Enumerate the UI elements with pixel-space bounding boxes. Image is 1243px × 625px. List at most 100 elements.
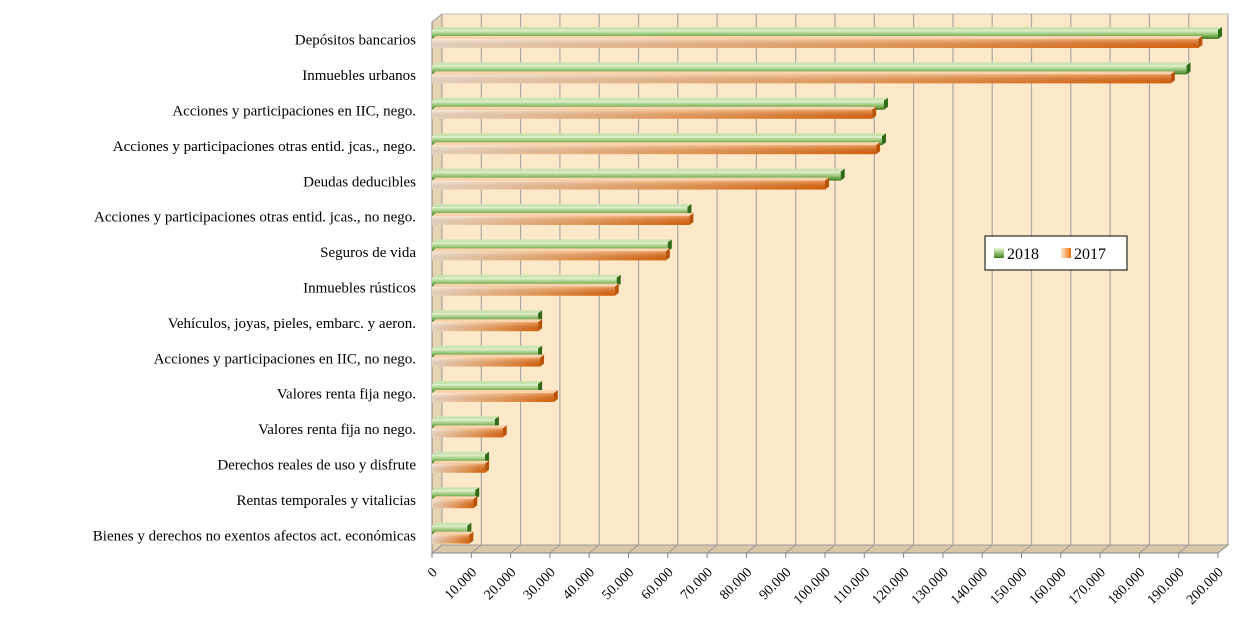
bar-2018 bbox=[432, 239, 672, 252]
bar-end-face bbox=[872, 106, 877, 119]
bar-shade bbox=[432, 393, 554, 402]
bar-end-face bbox=[689, 213, 694, 225]
bar-2017 bbox=[432, 425, 507, 438]
category-label: Inmuebles urbanos bbox=[302, 68, 416, 84]
bar-top-face bbox=[432, 168, 845, 172]
x-tick-label: 10.000 bbox=[442, 565, 480, 603]
bar-top-face bbox=[432, 487, 480, 491]
x-tick-label: 140.000 bbox=[948, 565, 991, 608]
bar-top-face bbox=[432, 204, 692, 207]
bar-end-face bbox=[665, 248, 670, 261]
x-tick-label: 200.000 bbox=[1184, 565, 1227, 608]
bar-end-face bbox=[473, 496, 478, 509]
legend-swatch-2018 bbox=[994, 248, 1004, 258]
bar-shade bbox=[432, 74, 1171, 84]
bar-end-face bbox=[553, 390, 558, 402]
floor-gridline bbox=[903, 544, 914, 554]
x-tick-label: 30.000 bbox=[521, 565, 559, 603]
bar-front-face bbox=[432, 171, 841, 181]
bar-top-face bbox=[432, 239, 672, 243]
floor-gridline bbox=[824, 544, 836, 554]
bar-shade bbox=[432, 428, 503, 438]
bar-shade bbox=[432, 322, 539, 332]
floor-gridline bbox=[549, 544, 561, 554]
bar-front-face bbox=[432, 419, 495, 429]
bar-front-face bbox=[432, 454, 486, 464]
bar-2017 bbox=[432, 177, 829, 190]
legend: 2018 2017 bbox=[984, 235, 1128, 271]
category-labels: Depósitos bancarios Inmuebles urbanos Acci… bbox=[93, 33, 417, 545]
bar-top-face bbox=[432, 213, 694, 216]
bar-top-face bbox=[432, 496, 478, 500]
bar-top-face bbox=[432, 106, 877, 110]
floor-gridline bbox=[706, 544, 718, 554]
bar-2017 bbox=[432, 248, 670, 261]
x-tick-label: 40.000 bbox=[560, 565, 598, 603]
bar-end-face bbox=[538, 319, 543, 332]
bar-2018 bbox=[432, 27, 1222, 39]
bar-front-face bbox=[432, 313, 539, 323]
x-tick-label: 130.000 bbox=[909, 565, 952, 608]
bar-end-face bbox=[469, 531, 474, 544]
bar-top-face bbox=[432, 248, 670, 252]
bar-front-face bbox=[432, 242, 668, 252]
bars bbox=[432, 27, 1222, 544]
bar-end-face bbox=[883, 97, 888, 110]
bar-2018 bbox=[432, 133, 886, 146]
category-label: Acciones y participaciones otras entid. … bbox=[94, 210, 416, 226]
bar-2017 bbox=[432, 36, 1203, 48]
bar-top-face bbox=[432, 142, 881, 146]
bar-2017 bbox=[432, 319, 543, 332]
bar-front-face bbox=[432, 490, 476, 500]
category-label: Deudas deducibles bbox=[303, 174, 416, 190]
bar-top-face bbox=[432, 97, 888, 101]
bar-shade bbox=[432, 499, 474, 509]
bar-top-face bbox=[432, 460, 490, 464]
floor-gridline bbox=[588, 544, 600, 554]
bar-front-face bbox=[432, 136, 882, 146]
x-tick-label: 90.000 bbox=[757, 565, 795, 603]
bar-top-face bbox=[432, 133, 886, 137]
bar-end-face bbox=[825, 177, 829, 190]
bar-2018 bbox=[432, 487, 480, 500]
bar-top-face bbox=[432, 522, 472, 526]
bar-end-face bbox=[502, 425, 507, 438]
bar-front-face bbox=[432, 277, 617, 287]
legend-swatch-2017 bbox=[1061, 248, 1071, 258]
bar-end-face bbox=[1218, 27, 1222, 39]
floor-gridline bbox=[746, 544, 757, 554]
bar-top-face bbox=[432, 319, 543, 323]
x-tick-label: 150.000 bbox=[988, 565, 1031, 608]
legend-box bbox=[984, 235, 1128, 271]
bar-end-face bbox=[881, 133, 886, 146]
x-tick-label: 180.000 bbox=[1105, 565, 1148, 608]
category-label: Acciones y participaciones en IIC, nego. bbox=[172, 104, 416, 120]
bar-end-face bbox=[876, 142, 881, 155]
bar-top-face bbox=[432, 36, 1203, 39]
bar-top-face bbox=[432, 381, 543, 384]
bar-top-face bbox=[432, 451, 490, 455]
bar-top-face bbox=[432, 27, 1222, 30]
bar-2017 bbox=[432, 142, 881, 155]
category-label: Bienes y derechos no exentos afectos act… bbox=[93, 528, 416, 544]
x-tick-labels: 0 10.000 20.000 30.000 40.000 50.000 60.000 70.… bbox=[425, 565, 1227, 608]
bar-shade bbox=[432, 251, 666, 261]
x-tick-label: 80.000 bbox=[717, 565, 755, 603]
bar-shade bbox=[432, 109, 873, 119]
bar-top-face bbox=[432, 390, 558, 393]
bar-shade bbox=[432, 216, 690, 225]
category-label: Acciones y participaciones otras entid. … bbox=[113, 139, 416, 155]
bar-top-face bbox=[432, 416, 499, 420]
floor-gridline bbox=[667, 544, 679, 554]
bar-end-face bbox=[1170, 71, 1175, 84]
bar-shade bbox=[432, 180, 825, 190]
floor-gridline bbox=[510, 544, 521, 554]
bar-top-face bbox=[432, 310, 543, 314]
bar-end-face bbox=[614, 283, 619, 296]
legend-label-2018: 2018 bbox=[1007, 246, 1039, 263]
category-label: Valores renta fija no nego. bbox=[258, 422, 416, 438]
category-label: Inmuebles rústicos bbox=[303, 281, 416, 297]
bar-shade bbox=[432, 39, 1199, 48]
bar-2017 bbox=[432, 283, 619, 296]
bar-top-face bbox=[432, 177, 829, 181]
